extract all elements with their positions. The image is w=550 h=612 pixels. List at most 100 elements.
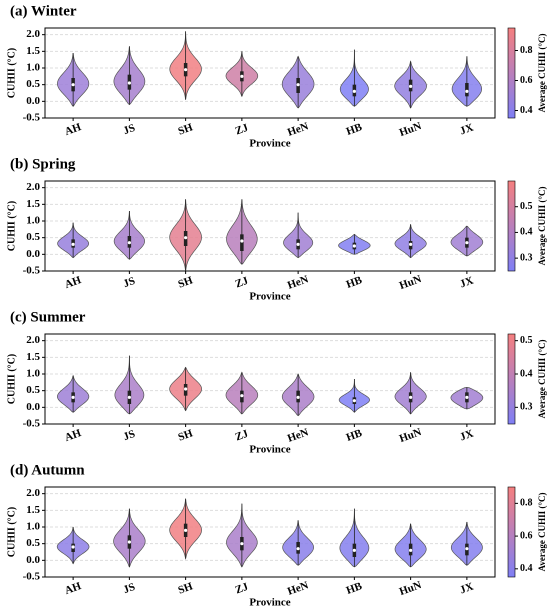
x-tick-label: HB [345,427,365,444]
median-dot [409,84,413,88]
median-dot [127,540,131,544]
median-dot [71,545,75,549]
colorbar-tick-label: 0.4 [520,563,533,574]
y-tick-label: -0.5 [23,571,41,583]
x-tick-label: SH [177,274,195,290]
x-tick-label: JS [122,122,137,137]
median-dot [352,89,356,93]
median-dot [465,89,469,93]
y-tick-label: 1.5 [26,45,40,57]
x-tick-label: HB [345,580,365,597]
y-tick-label: 2.0 [26,28,40,40]
colorbar-label: Average CUHII (°C) [537,340,547,419]
median-dot [127,395,131,399]
x-axis-label: Province [249,138,290,150]
x-tick-label: JX [458,275,475,291]
y-tick-label: 0.5 [26,537,40,549]
x-tick-label: JX [458,122,475,138]
x-tick-label: AH [63,580,83,597]
x-tick-label: HuN [398,426,423,445]
plot-frame [44,486,496,578]
x-tick-label: HeN [286,273,310,292]
median-dot [352,399,356,403]
median-dot [71,242,75,246]
y-tick-label: -0.5 [23,265,41,277]
x-axis-label: Province [249,597,290,609]
median-dot [184,387,188,391]
median-dot [465,241,469,245]
panel-title: (d) Autumn [10,462,85,478]
y-tick-label: 0.0 [26,401,40,413]
x-tick-label: ZJ [234,122,251,138]
y-axis-label: CUHII (°C) [6,48,17,98]
colorbar-label: Average CUHII (°C) [537,493,547,572]
colorbar-label: Average CUHII (°C) [537,187,547,266]
y-tick-label: 1.5 [26,504,40,516]
x-tick-label: HeN [286,426,310,445]
colorbar-tick-label: 0.4 [520,105,533,116]
median-dot [409,242,413,246]
x-tick-label: HuN [398,579,423,598]
colorbar-tick-label: 0.6 [520,75,533,86]
y-tick-label: 0.5 [26,231,40,243]
panel-title: (b) Spring [10,156,76,172]
median-dot [71,83,75,87]
median-dot [127,241,131,245]
x-axis-label: Province [249,291,290,303]
colorbar-tick-label: 0.8 [520,498,533,509]
y-tick-label: 1.0 [26,62,40,74]
median-dot [296,83,300,87]
colorbar-tick-label: 0.5 [520,335,533,346]
y-tick-label: 2.0 [26,181,40,193]
x-tick-label: JS [122,428,137,443]
median-dot [240,542,244,546]
median-dot [296,395,300,399]
x-tick-label: ZJ [234,428,251,444]
colorbar-tick-label: 0.5 [520,201,533,212]
colorbar [507,27,516,119]
median-dot [184,528,188,532]
plot-frame [44,180,496,272]
median-dot [71,395,75,399]
colorbar-tick-label: 0.8 [520,45,533,56]
median-dot [465,395,469,399]
colorbar-tick-label: 0.3 [520,402,533,413]
colorbar [507,333,516,425]
median-dot [240,239,244,243]
x-tick-label: ZJ [234,275,251,291]
y-tick-label: 2.0 [26,487,40,499]
x-tick-label: JX [458,581,475,597]
x-tick-label: HB [345,121,365,138]
x-tick-label: SH [177,580,195,596]
x-tick-label: HB [345,274,365,291]
x-tick-label: AH [63,121,83,138]
y-tick-label: 1.5 [26,351,40,363]
median-dot [240,74,244,78]
colorbar-tick-label: 0.4 [520,368,533,379]
y-tick-label: 0.0 [26,248,40,260]
y-tick-label: 0.5 [26,384,40,396]
median-dot [409,548,413,552]
plot-frame [44,333,496,425]
x-tick-label: HeN [286,579,310,598]
y-tick-label: 1.0 [26,521,40,533]
panel-title: (a) Winter [10,3,77,19]
median-dot [352,244,356,248]
x-axis-label: Province [249,444,290,456]
median-dot [296,547,300,551]
y-tick-label: 0.0 [26,554,40,566]
x-tick-label: SH [177,121,195,137]
median-dot [296,242,300,246]
y-tick-label: 1.0 [26,368,40,380]
x-tick-label: JX [458,428,475,444]
y-axis-label: CUHII (°C) [6,201,17,251]
colorbar [507,180,516,272]
colorbar [507,486,516,578]
y-tick-label: 0.0 [26,95,40,107]
median-dot [184,236,188,240]
y-tick-label: 1.0 [26,215,40,227]
y-axis-label: CUHII (°C) [6,507,17,557]
median-dot [240,394,244,398]
median-dot [465,547,469,551]
